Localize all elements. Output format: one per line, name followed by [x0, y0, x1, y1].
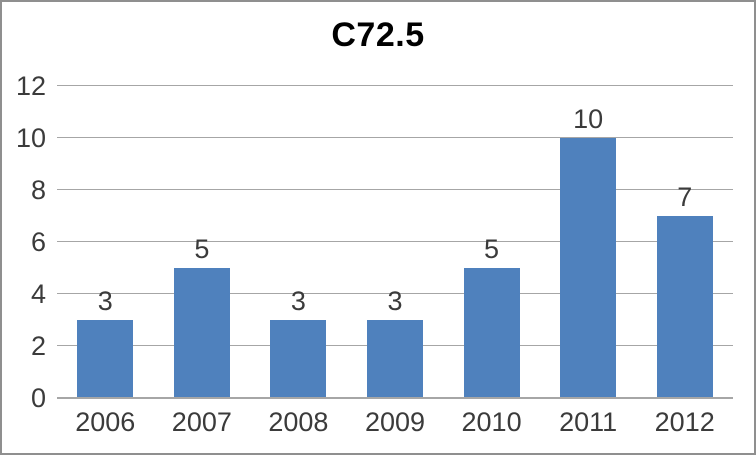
- y-tick-label: 8: [30, 175, 46, 205]
- x-tick-label: 2012: [654, 407, 715, 437]
- bar-value-label: 5: [194, 234, 210, 264]
- value-gridline: [57, 85, 733, 86]
- bar-value-label: 3: [387, 286, 403, 316]
- bar-value-label: 3: [290, 286, 306, 316]
- x-tick-label: 2010: [461, 407, 522, 437]
- y-tick-label: 10: [15, 123, 46, 153]
- bar-2008: [270, 320, 327, 398]
- x-axis-line: [57, 397, 733, 399]
- bar-2010: [463, 268, 520, 398]
- value-gridline: [57, 293, 733, 294]
- x-tick-label: 2007: [171, 407, 232, 437]
- bar-value-label: 5: [484, 234, 500, 264]
- bar-2009: [367, 320, 423, 398]
- x-tick-label: 2006: [75, 407, 136, 437]
- y-tick-label: 0: [30, 383, 46, 413]
- bar-2011: [560, 138, 617, 398]
- y-tick-label: 12: [15, 71, 46, 101]
- chart-title: C72.5: [331, 16, 425, 54]
- bar-2006: [77, 320, 134, 398]
- x-tick-label: 2009: [364, 407, 426, 437]
- y-tick-label: 4: [30, 279, 46, 309]
- x-tick-label: 2008: [268, 407, 329, 437]
- y-tick-label: 2: [30, 331, 46, 361]
- bar-value-label: 7: [677, 182, 693, 212]
- x-tick-label: 2011: [559, 407, 618, 437]
- bar-value-label: 10: [573, 104, 604, 134]
- bar-2012: [656, 216, 713, 398]
- value-gridline: [57, 241, 733, 242]
- value-gridline: [57, 137, 733, 138]
- y-tick-label: 6: [30, 227, 46, 257]
- bar-2007: [173, 268, 230, 398]
- bar-value-label: 3: [97, 286, 113, 316]
- value-gridline: [57, 189, 733, 190]
